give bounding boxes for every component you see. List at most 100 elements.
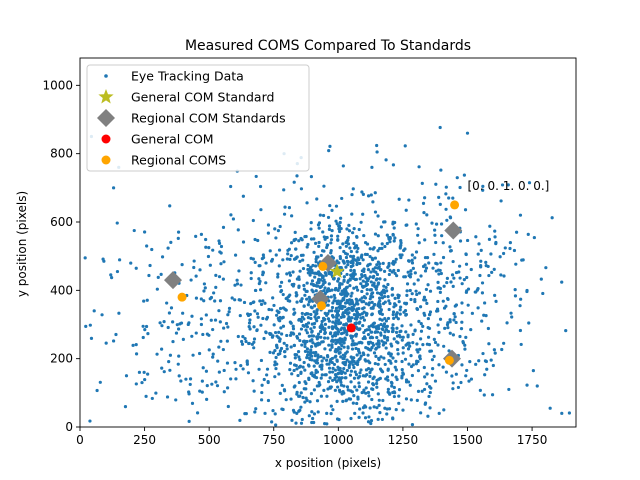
eye-tracking-point [327,149,331,153]
eye-tracking-point [339,380,343,384]
eye-tracking-point [222,260,226,264]
x-tick-label: 1500 [452,433,483,447]
eye-tracking-point [204,369,209,373]
eye-tracking-point [143,328,147,332]
eye-tracking-point [257,367,261,371]
eye-tracking-point [442,284,446,288]
eye-tracking-point [361,390,366,394]
eye-tracking-point [396,352,400,356]
eye-tracking-point [312,237,316,241]
eye-tracking-point [251,257,255,261]
eye-tracking-point [478,273,482,278]
eye-tracking-point [345,350,349,354]
eye-tracking-point [295,174,299,178]
eye-tracking-point [199,317,203,321]
eye-tracking-point [411,363,415,367]
eye-tracking-point [416,227,420,231]
eye-tracking-point [366,268,371,272]
eye-tracking-point [366,390,371,395]
eye-tracking-point [362,330,366,335]
eye-tracking-point [323,237,327,241]
eye-tracking-point [282,188,286,192]
eye-tracking-point [452,318,456,322]
eye-tracking-point [377,326,381,331]
eye-tracking-point [311,341,315,345]
eye-tracking-point [447,349,451,353]
eye-tracking-point [391,233,395,237]
eye-tracking-point [349,294,353,298]
eye-tracking-point [400,324,404,328]
eye-tracking-point [115,269,120,274]
eye-tracking-point [324,272,328,276]
eye-tracking-point [277,264,281,268]
eye-tracking-point [339,265,343,270]
eye-tracking-point [155,352,159,356]
eye-tracking-point [327,227,331,232]
eye-tracking-point [410,292,414,296]
eye-tracking-point [95,388,99,393]
eye-tracking-point [240,342,245,346]
eye-tracking-point [219,244,224,249]
eye-tracking-point [325,288,329,293]
eye-tracking-point [375,285,379,289]
eye-tracking-point [361,406,366,410]
eye-tracking-point [334,341,338,346]
eye-tracking-point [381,301,386,306]
eye-tracking-point [289,321,293,325]
eye-tracking-point [401,408,405,412]
eye-tracking-point [419,329,424,333]
eye-tracking-point [334,219,338,223]
eye-tracking-point [409,297,413,302]
eye-tracking-point [179,379,183,383]
eye-tracking-point [513,288,517,292]
eye-tracking-point [312,351,316,355]
eye-tracking-point [419,274,423,278]
eye-tracking-point [264,330,268,334]
eye-tracking-point [411,332,415,336]
eye-tracking-point [275,344,279,348]
eye-tracking-point [253,410,257,414]
eye-tracking-point [355,235,359,239]
eye-tracking-point [359,368,363,372]
eye-tracking-point [564,328,568,333]
eye-tracking-point [322,328,327,332]
eye-tracking-point [306,350,310,354]
eye-tracking-point [319,394,324,398]
eye-tracking-point [403,144,407,148]
eye-tracking-point [539,277,543,281]
eye-tracking-point [410,423,415,427]
eye-tracking-point [440,234,444,238]
eye-tracking-point [160,347,164,351]
eye-tracking-point [352,241,356,246]
eye-tracking-point [367,301,372,305]
eye-tracking-point [264,281,268,285]
eye-tracking-point [353,370,357,374]
eye-tracking-point [309,237,314,241]
eye-tracking-point [111,339,116,343]
eye-tracking-point [266,223,271,227]
eye-tracking-point [300,238,304,242]
eye-tracking-point [326,380,331,384]
eye-tracking-point [297,332,302,336]
eye-tracking-point [358,357,362,361]
eye-tracking-point [169,240,173,244]
eye-tracking-point [413,329,417,333]
eye-tracking-point [417,165,421,169]
eye-tracking-point [371,247,375,251]
eye-tracking-point [141,335,145,340]
eye-tracking-point [340,282,344,286]
eye-tracking-point [330,288,334,292]
eye-tracking-point [357,306,361,311]
eye-tracking-point [415,342,419,346]
eye-tracking-point [481,351,485,356]
eye-tracking-point [330,228,334,233]
eye-tracking-point [274,253,278,257]
eye-tracking-point [462,173,466,177]
eye-tracking-point [460,301,464,305]
eye-tracking-point [347,365,351,370]
eye-tracking-point [433,228,437,232]
eye-tracking-point [303,368,307,372]
eye-tracking-point [367,394,371,398]
eye-tracking-point [438,317,443,321]
eye-tracking-point [493,351,497,355]
